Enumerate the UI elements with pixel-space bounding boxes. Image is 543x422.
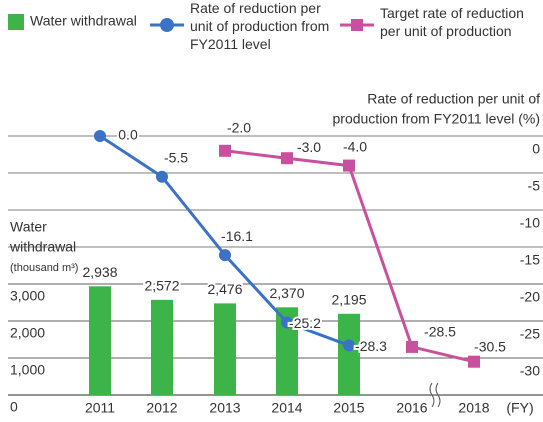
x-tick-label: 2016 — [396, 400, 427, 416]
legend-swatch — [8, 14, 24, 30]
bar-value-label: 2,370 — [269, 285, 304, 301]
y-tick-label: 0 — [10, 399, 18, 415]
y2-tick-label: -20 — [520, 289, 540, 305]
y-axis-label: Water — [10, 219, 47, 235]
bar — [338, 313, 360, 395]
line-value-label: -16.1 — [221, 228, 253, 244]
line-marker — [156, 170, 168, 183]
x-tick-label: 2011 — [85, 400, 115, 416]
bar-value-label: 2,938 — [82, 264, 117, 280]
line-value-label: -5.5 — [164, 149, 188, 165]
line-value-label: -28.3 — [355, 338, 387, 354]
y-axis-label: (thousand m³) — [10, 262, 78, 274]
x-tick-label: 2015 — [333, 400, 364, 416]
legend-label: Water withdrawal — [30, 13, 137, 29]
legend-swatch — [160, 18, 174, 32]
x-tick-label: 2013 — [209, 400, 240, 416]
x-tick-label: 2014 — [271, 400, 302, 416]
x-tick-label: 2018 — [458, 400, 489, 416]
y2-tick-label: -10 — [520, 215, 540, 231]
y2-tick-label: 0 — [532, 141, 540, 157]
line-marker — [468, 355, 480, 368]
y2-tick-label: -15 — [520, 252, 540, 268]
legend-label: Rate of reduction per unit of production … — [190, 0, 329, 52]
line-value-label: -28.5 — [424, 324, 456, 340]
y2-tick-label: -5 — [528, 178, 541, 194]
y2-tick-label: -30 — [520, 363, 540, 379]
bar-value-label: 2,572 — [144, 278, 179, 294]
y2-axis-label: production from FY2011 level (%) — [333, 111, 541, 127]
legend-label: Target rate of reduction per unit of prod… — [380, 5, 524, 39]
bar — [89, 286, 111, 395]
line-value-label: -25.2 — [289, 315, 321, 331]
y-tick-label: 2,000 — [10, 325, 45, 341]
line-marker — [219, 249, 231, 262]
y-tick-label: 3,000 — [10, 288, 45, 304]
line-marker — [406, 340, 418, 353]
y2-axis-label: Rate of reduction per unit of — [367, 91, 540, 107]
bar — [151, 299, 173, 395]
line-value-label: -3.0 — [297, 139, 321, 155]
y-tick-label: 1,000 — [10, 362, 45, 378]
y2-tick-label: -25 — [520, 326, 540, 342]
line-marker — [281, 316, 293, 329]
y-axis-label: withdrawal — [9, 239, 76, 255]
bar-value-label: 2,195 — [331, 291, 366, 307]
line-marker — [281, 152, 293, 165]
bar-value-label: 2,476 — [207, 281, 242, 297]
x-tick-label: 2012 — [146, 400, 177, 416]
line-marker — [343, 159, 355, 172]
legend-swatch — [351, 19, 363, 31]
line-value-label: -2.0 — [227, 120, 251, 136]
line-marker — [343, 339, 355, 352]
line-value-label: -4.0 — [343, 138, 367, 154]
x-axis-label: (FY) — [506, 400, 533, 416]
line-marker — [94, 130, 106, 142]
line-value-label: 0.0 — [118, 127, 138, 143]
line-value-label: -30.5 — [474, 338, 506, 354]
line-marker — [219, 144, 231, 157]
bar — [214, 303, 236, 395]
bar — [276, 307, 298, 395]
